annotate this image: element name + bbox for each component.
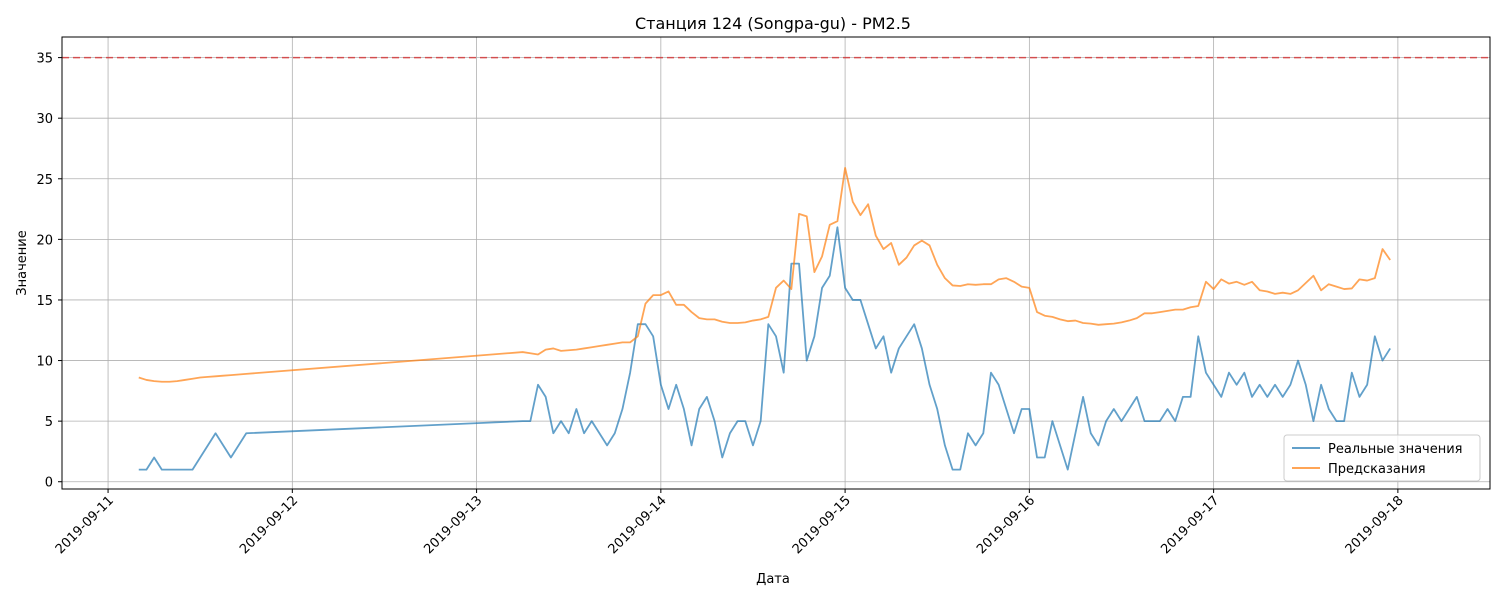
y-tick-label: 30 — [36, 112, 53, 127]
y-axis-ticks: 0 5 10 15 20 25 30 35 — [36, 52, 62, 491]
real-values-line — [138, 226, 1391, 471]
y-tick-label: 10 — [36, 355, 53, 370]
legend: Реальные значения Предсказания — [1283, 434, 1481, 482]
chart-title: Станция 124 (Songpa-gu) - PM2.5 — [635, 14, 911, 33]
plot-frame — [61, 36, 1491, 490]
legend-label-real: Реальные значения — [1328, 442, 1463, 457]
x-axis-title: Дата — [756, 572, 790, 587]
y-tick-label: 25 — [36, 173, 53, 188]
y-tick-label: 15 — [36, 294, 53, 309]
y-tick-label: 5 — [45, 415, 53, 430]
series-group — [138, 166, 1391, 471]
legend-box — [1283, 434, 1481, 482]
legend-label-predicted: Предсказания — [1328, 462, 1426, 477]
y-tick-label: 0 — [45, 476, 53, 491]
y-axis-title: Значение — [15, 230, 30, 295]
y-tick-label: 20 — [36, 233, 53, 248]
predictions-line — [138, 166, 1391, 383]
plot-area — [62, 37, 1490, 489]
y-tick-label: 35 — [36, 52, 53, 67]
